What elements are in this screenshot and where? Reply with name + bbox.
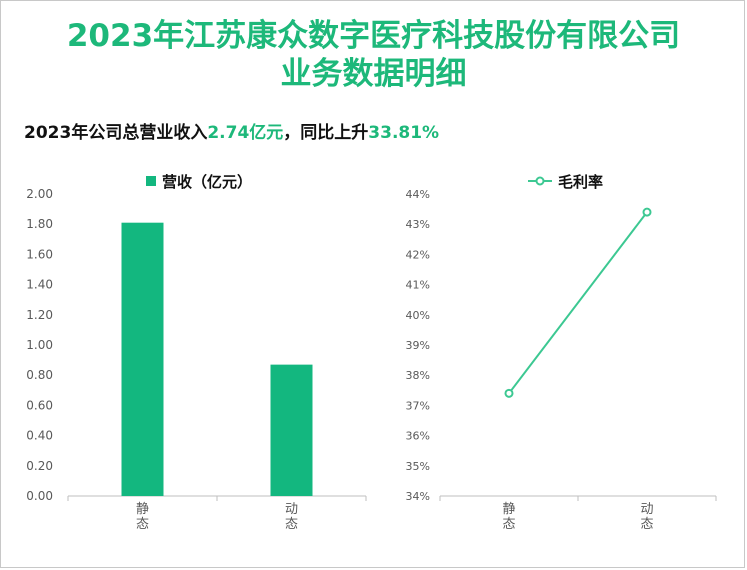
y-tick-label: 42% bbox=[406, 248, 430, 261]
y-tick-label: 0.80 bbox=[26, 368, 53, 382]
bar bbox=[121, 222, 164, 496]
chart-title: 2023年江苏康众数字医疗科技股份有限公司 bbox=[66, 18, 681, 54]
y-tick-label: 34% bbox=[406, 490, 430, 503]
x-tick-label: 态 bbox=[502, 517, 515, 532]
y-tick-label: 1.20 bbox=[26, 308, 53, 322]
legend-label: 营收（亿元） bbox=[162, 173, 252, 191]
summary-middle: ，同比上升 bbox=[283, 123, 369, 143]
y-tick-label: 0.40 bbox=[26, 429, 53, 443]
x-tick-label: 静 bbox=[502, 502, 515, 517]
y-tick-label: 0.60 bbox=[26, 398, 53, 412]
summary-growth: 33.81% bbox=[368, 123, 440, 143]
y-tick-label: 1.00 bbox=[26, 338, 53, 352]
y-tick-label: 39% bbox=[406, 339, 430, 352]
y-tick-label: 41% bbox=[406, 279, 430, 292]
x-tick-label: 态 bbox=[136, 517, 149, 532]
chart-subtitle: 业务数据明细 bbox=[280, 56, 467, 92]
y-tick-label: 38% bbox=[406, 369, 430, 382]
data-point bbox=[642, 207, 652, 217]
data-point bbox=[504, 388, 514, 398]
bar bbox=[270, 364, 313, 496]
y-tick-label: 1.40 bbox=[26, 278, 53, 292]
legend-swatch bbox=[146, 176, 156, 186]
y-tick-label: 43% bbox=[406, 218, 430, 231]
summary-text: 2023年公司总营业收入2.74亿元，同比上升33.81% bbox=[24, 118, 439, 143]
series-line bbox=[508, 211, 648, 394]
y-tick-label: 1.60 bbox=[26, 247, 53, 261]
y-tick-label: 44% bbox=[406, 188, 430, 201]
x-tick-label: 静 bbox=[136, 502, 149, 517]
x-tick-label: 态 bbox=[285, 517, 298, 532]
legend-label: 毛利率 bbox=[558, 173, 603, 191]
y-tick-label: 40% bbox=[406, 309, 430, 322]
summary-revenue: 2.74亿元 bbox=[207, 123, 284, 143]
y-tick-label: 36% bbox=[406, 430, 430, 443]
y-tick-label: 2.00 bbox=[26, 187, 53, 201]
summary-prefix: 2023年公司总营业收入 bbox=[24, 123, 208, 143]
legend-marker bbox=[535, 176, 545, 186]
x-tick-label: 动 bbox=[285, 502, 298, 517]
y-tick-label: 0.20 bbox=[26, 459, 53, 473]
y-tick-label: 0.00 bbox=[26, 489, 53, 503]
x-tick-label: 动 bbox=[640, 502, 653, 517]
y-tick-label: 1.80 bbox=[26, 217, 53, 231]
y-tick-label: 37% bbox=[406, 399, 430, 412]
y-tick-label: 35% bbox=[406, 460, 430, 473]
x-tick-label: 态 bbox=[640, 517, 653, 532]
